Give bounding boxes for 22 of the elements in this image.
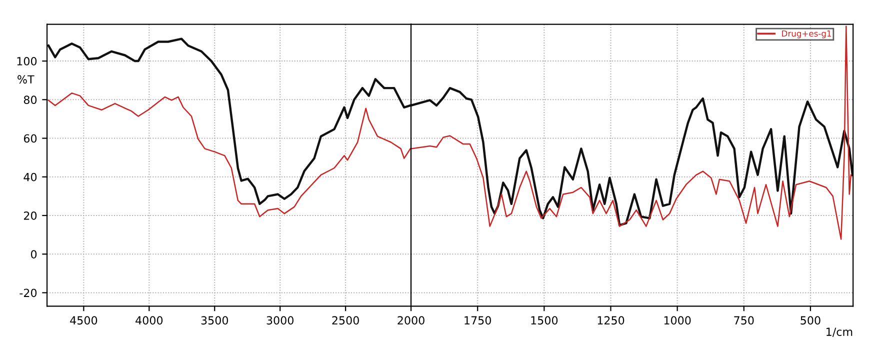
x-tick-label: 750 — [734, 316, 754, 325]
y-tick-label: -20 — [20, 288, 37, 298]
x-tick-label: 1250 — [598, 316, 624, 325]
legend-label: Drug+es-g1 — [782, 30, 831, 38]
y-tick-label: 20 — [24, 211, 37, 220]
y-tick-label: 80 — [24, 96, 37, 104]
y-tick-label: 60 — [24, 134, 37, 143]
x-tick-label: 2500 — [332, 316, 359, 325]
x-tick-label: 4000 — [136, 316, 163, 325]
x-tick-label: 2000 — [398, 316, 424, 325]
x-tick-label: 4500 — [70, 316, 98, 325]
y-tick-label: 40 — [24, 172, 37, 182]
y-tick-label: 100 — [17, 57, 37, 66]
x-tick-label: 1500 — [531, 316, 558, 325]
y-tick-label: 0 — [30, 250, 37, 258]
x-axis-title: 1/cm — [826, 328, 852, 337]
x-tick-label: 1750 — [464, 316, 491, 325]
y-axis-title: %T — [18, 75, 34, 84]
x-tick-label: 1000 — [664, 316, 691, 325]
x-tick-label: 3500 — [201, 316, 228, 325]
x-tick-label: 3000 — [266, 316, 294, 325]
x-tick-label: 500 — [800, 316, 820, 325]
